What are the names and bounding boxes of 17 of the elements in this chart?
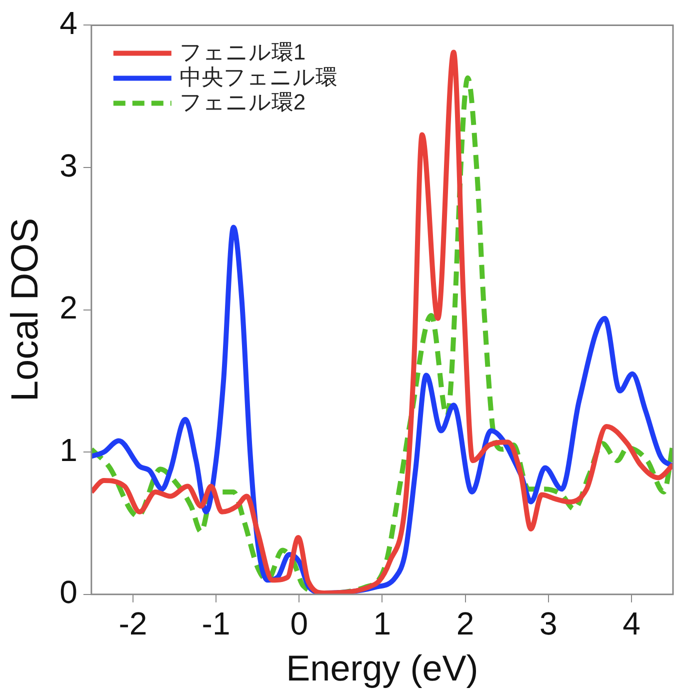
legend-label: 中央フェニル環 bbox=[179, 64, 338, 90]
legend-label: フェニル環2 bbox=[179, 89, 306, 114]
y-tick-label: 1 bbox=[60, 432, 78, 468]
y-axis-title: Local DOS bbox=[4, 218, 46, 402]
x-tick-label: 2 bbox=[456, 605, 474, 642]
legend-label: フェニル環1 bbox=[179, 39, 306, 64]
x-axis-title: Energy (eV) bbox=[286, 647, 478, 688]
y-tick-label: 0 bbox=[60, 574, 78, 610]
x-tick-label: 1 bbox=[373, 605, 392, 642]
x-tick-label: 0 bbox=[290, 605, 308, 642]
x-tick-label: -1 bbox=[202, 605, 230, 642]
y-tick-label: 4 bbox=[60, 5, 78, 42]
x-tick-label: 3 bbox=[539, 605, 558, 642]
x-tick-label: 4 bbox=[622, 605, 640, 642]
x-tick-label: -2 bbox=[118, 605, 148, 642]
y-tick-label: 3 bbox=[60, 147, 78, 184]
y-tick-label: 2 bbox=[60, 290, 78, 326]
